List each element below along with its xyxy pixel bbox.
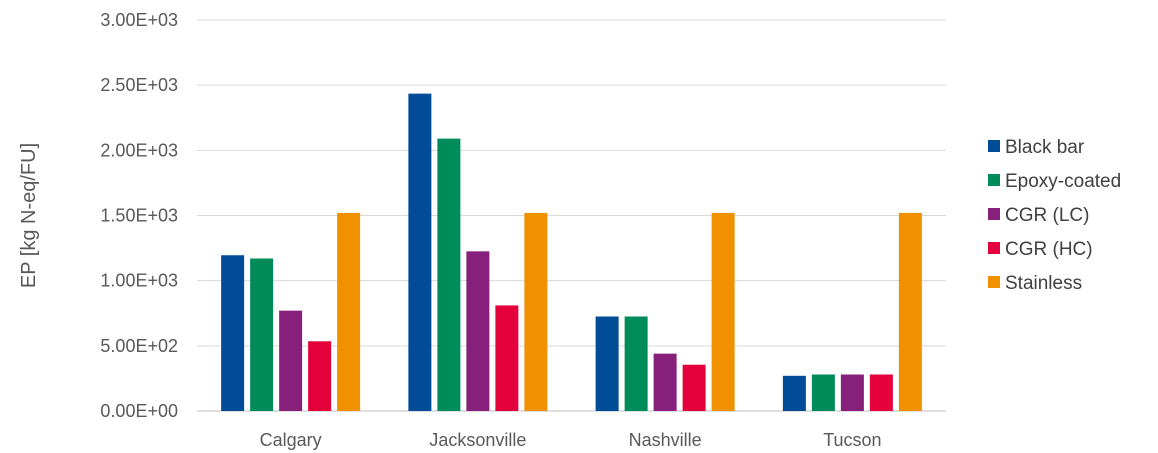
bar-cgr-lc--nashville: [653, 353, 677, 411]
legend-label: CGR (LC): [1005, 205, 1089, 226]
bar-epoxy-coated-jacksonville: [437, 138, 461, 411]
bar-cgr-hc--calgary: [308, 341, 332, 411]
y-axis-label: EP [kg N-eq/FU]: [18, 143, 40, 288]
legend: Black bar Epoxy-coated CGR (LC) CGR (HC) Sta…: [988, 137, 1121, 294]
y-tick-label: 5.00E+02: [100, 336, 178, 356]
x-tick-label: Nashville: [629, 430, 702, 450]
legend-label: Black bar: [1005, 137, 1085, 158]
bar-black-bar-tucson: [782, 375, 806, 411]
bar-stainless-jacksonville: [524, 212, 548, 411]
bar-black-bar-jacksonville: [408, 93, 432, 411]
y-tick-label: 2.00E+03: [100, 140, 178, 160]
bar-cgr-hc--jacksonville: [495, 305, 519, 411]
y-tick-label: 0.00E+00: [100, 401, 178, 421]
bar-cgr-lc--calgary: [279, 310, 303, 411]
legend-label: Epoxy-coated: [1005, 171, 1121, 192]
bar-black-bar-calgary: [221, 255, 245, 411]
bar-cgr-lc--jacksonville: [466, 251, 490, 411]
legend-swatch: [988, 140, 1000, 152]
bar-epoxy-coated-nashville: [624, 316, 648, 411]
bar-cgr-hc--tucson: [869, 374, 893, 411]
y-tick-label: 2.50E+03: [100, 75, 178, 95]
bar-epoxy-coated-tucson: [811, 374, 835, 411]
legend-swatch: [988, 208, 1000, 220]
x-tick-label: Jacksonville: [429, 430, 526, 450]
x-axis-tick-labels: Calgary Jacksonville Nashville Tucson: [260, 430, 882, 450]
y-tick-label: 1.50E+03: [100, 206, 178, 226]
y-axis-tick-labels: 0.00E+00 5.00E+02 1.00E+03 1.50E+03 2.00E+03…: [100, 10, 178, 421]
x-tick-label: Calgary: [260, 430, 322, 450]
bar-black-bar-nashville: [595, 316, 619, 411]
legend-label: CGR (HC): [1005, 239, 1093, 260]
bar-stainless-calgary: [337, 212, 361, 411]
legend-swatch: [988, 174, 1000, 186]
bar-cgr-hc--nashville: [682, 364, 706, 411]
x-tick-label: Tucson: [823, 430, 881, 450]
legend-swatch: [988, 242, 1000, 254]
y-tick-label: 3.00E+03: [100, 10, 178, 30]
bars: [221, 93, 922, 411]
bar-stainless-tucson: [898, 212, 922, 411]
legend-swatch: [988, 276, 1000, 288]
bar-epoxy-coated-calgary: [250, 258, 274, 411]
bar-stainless-nashville: [711, 212, 735, 411]
y-tick-label: 1.00E+03: [100, 271, 178, 291]
bar-cgr-lc--tucson: [840, 374, 864, 411]
legend-label: Stainless: [1005, 273, 1082, 294]
